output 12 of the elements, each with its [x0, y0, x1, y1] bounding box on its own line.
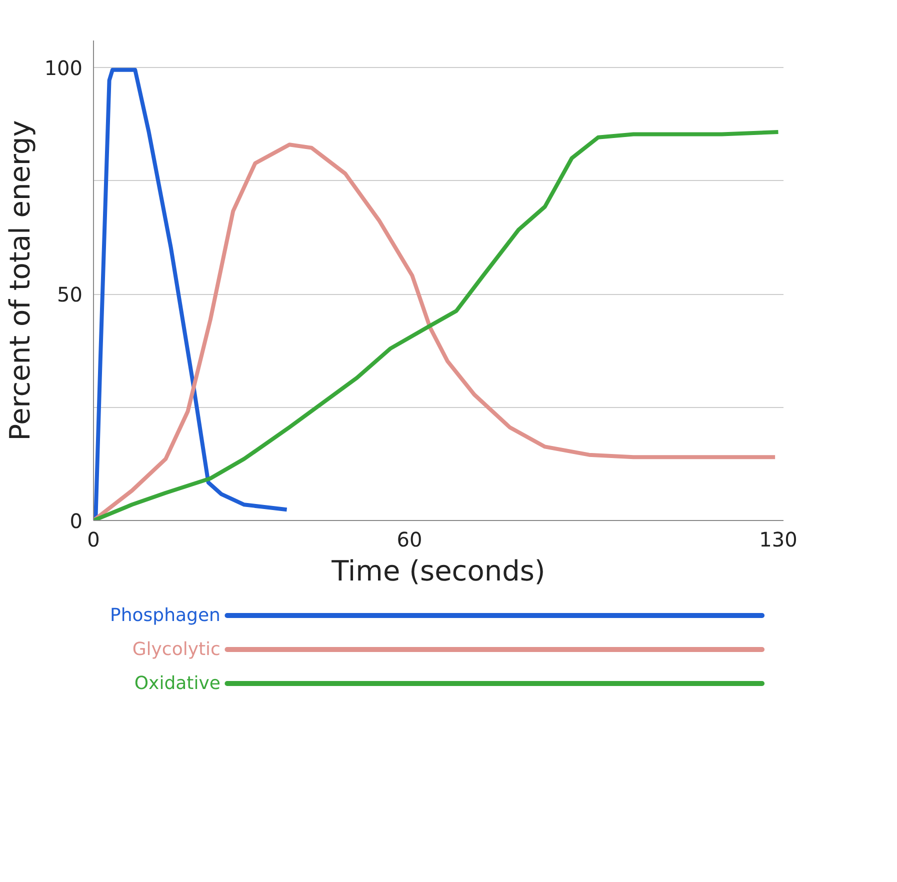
text: Phosphagen	[110, 605, 220, 626]
x-axis-title: Time (seconds)	[330, 554, 546, 588]
line-series	[94, 68, 289, 520]
y-tick-label: 100	[44, 56, 83, 80]
text: Oxidative	[134, 673, 220, 694]
x-tick-label: 0	[87, 528, 100, 552]
y-tick-label: 50	[57, 282, 83, 307]
x-tick-label: 130	[759, 528, 798, 552]
y-axis-title: Percent of total energy	[3, 120, 36, 441]
x-tick-label: 60	[396, 528, 422, 552]
text: Glycolytic	[132, 639, 220, 660]
y-tick-label: 0	[70, 509, 83, 533]
